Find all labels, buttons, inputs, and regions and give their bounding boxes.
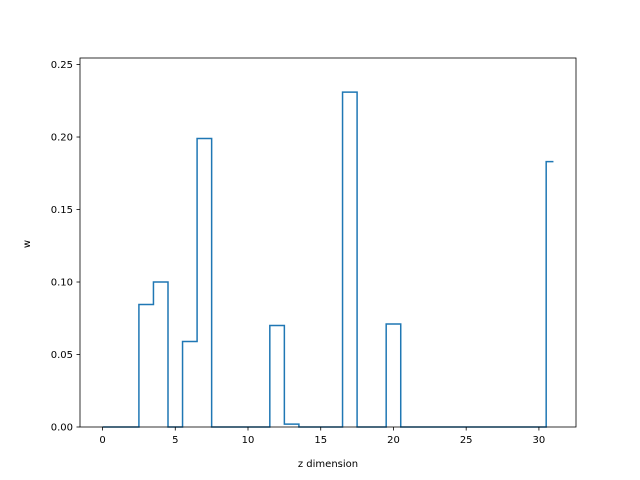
series-line-0 (102, 91, 554, 428)
x-axis-label: z dimension (298, 459, 358, 470)
y-tick-label-0: 0.00 (51, 423, 73, 434)
y-axis-label: w (22, 240, 33, 248)
y-tick-label-5: 0.25 (51, 60, 73, 71)
x-tick-label-3: 15 (314, 435, 327, 446)
x-tick-label-0: 0 (99, 435, 105, 446)
x-tick-label-5: 25 (460, 435, 473, 446)
y-tick-label-4: 0.20 (51, 133, 73, 144)
y-tick-label-2: 0.10 (51, 278, 73, 289)
y-tick-label-3: 0.15 (51, 205, 73, 216)
x-tick-label-6: 30 (533, 435, 546, 446)
plot-area: 0 5 10 15 20 25 30 0.00 0.05 0.10 0.15 0.20 0.25 (51, 57, 577, 446)
x-tick-label-4: 20 (387, 435, 400, 446)
x-tick-label-2: 10 (242, 435, 255, 446)
x-tick-label-1: 5 (172, 435, 178, 446)
y-tick-label-1: 0.05 (51, 350, 73, 361)
axes-frame (79, 57, 577, 428)
